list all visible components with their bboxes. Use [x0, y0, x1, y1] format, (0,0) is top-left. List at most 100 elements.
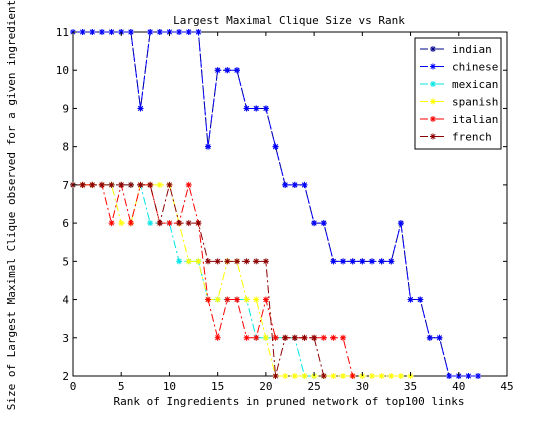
data-point-chinese	[311, 220, 318, 227]
data-point-chinese	[320, 220, 327, 227]
data-point-italian	[349, 373, 356, 379]
data-point-spanish	[301, 373, 308, 379]
data-point-chinese	[205, 143, 212, 150]
legend-box	[414, 37, 502, 150]
data-point-french	[253, 258, 260, 265]
data-point-chinese	[340, 258, 347, 265]
data-point-french	[127, 181, 134, 188]
legend-marker	[430, 116, 436, 122]
data-point-french	[137, 181, 144, 188]
data-point-chinese	[388, 258, 395, 265]
data-point-chinese	[465, 373, 472, 379]
legend-item-spanish: spanish	[420, 96, 498, 109]
data-point-italian	[262, 296, 269, 303]
data-point-french	[156, 220, 163, 227]
x-tick-label: 45	[500, 380, 513, 393]
y-tick-label: 11	[56, 26, 69, 39]
y-tick-label: 2	[62, 370, 69, 383]
legend-label: spanish	[452, 96, 498, 109]
y-tick-label: 10	[56, 64, 69, 77]
legend-label: italian	[452, 113, 498, 126]
data-point-chinese	[426, 334, 433, 341]
data-point-spanish	[378, 373, 385, 379]
data-point-chinese	[436, 334, 443, 341]
data-point-chinese	[243, 105, 250, 112]
data-point-chinese	[214, 67, 221, 74]
legend-label: indian	[452, 43, 492, 56]
legend-items: indian chinese mexican spanish italian french	[420, 43, 498, 144]
data-point-chinese	[98, 29, 105, 35]
x-tick-label: 35	[404, 380, 417, 393]
data-point-french	[147, 181, 154, 188]
y-tick-label: 9	[62, 102, 69, 115]
legend-item-french: french	[420, 131, 492, 144]
data-point-spanish	[330, 373, 337, 379]
x-tick-label: 15	[211, 380, 224, 393]
x-tick-label: 5	[118, 380, 125, 393]
data-point-chinese	[291, 181, 298, 188]
data-point-italian	[108, 220, 115, 227]
data-point-italian	[320, 334, 327, 341]
x-tick-label: 20	[259, 380, 272, 393]
data-point-italian	[233, 296, 240, 303]
data-point-french	[243, 258, 250, 265]
data-point-italian	[205, 296, 212, 303]
data-point-spanish	[388, 373, 395, 379]
series-chinese	[70, 29, 482, 379]
data-point-french	[195, 220, 202, 227]
legend-marker	[430, 133, 436, 140]
legend-label: chinese	[452, 61, 498, 74]
legend-marker	[430, 63, 436, 70]
data-point-spanish	[214, 296, 221, 303]
y-tick-label: 4	[62, 294, 69, 307]
data-point-chinese	[330, 258, 337, 265]
data-point-chinese	[147, 29, 154, 35]
data-point-french	[320, 373, 327, 379]
y-tick-label: 8	[62, 141, 69, 154]
data-point-french	[79, 181, 86, 188]
data-point-chinese	[475, 373, 482, 379]
legend-item-mexican: mexican	[420, 78, 498, 91]
data-point-mexican	[176, 258, 183, 265]
data-point-french	[108, 181, 115, 188]
data-point-italian	[243, 334, 250, 341]
data-point-spanish	[185, 258, 192, 265]
data-point-french	[272, 373, 279, 379]
data-point-chinese	[185, 29, 192, 35]
data-point-spanish	[195, 258, 202, 265]
data-point-spanish	[282, 373, 289, 379]
x-tick-label: 10	[163, 380, 176, 393]
data-point-chinese	[89, 29, 96, 35]
x-tick-label: 40	[452, 380, 465, 393]
data-point-italian	[185, 181, 192, 188]
legend-marker	[430, 46, 436, 52]
x-tick-label: 0	[70, 380, 77, 393]
data-point-chinese	[272, 143, 279, 150]
data-point-french	[118, 181, 125, 188]
x-axis-label: Rank of Ingredients in pruned network of…	[114, 395, 465, 408]
data-point-italian	[224, 296, 231, 303]
data-point-spanish	[368, 373, 375, 379]
data-point-chinese	[262, 105, 269, 112]
data-point-chinese	[156, 29, 163, 35]
data-point-chinese	[359, 258, 366, 265]
data-point-spanish	[291, 373, 298, 379]
data-point-chinese	[407, 296, 414, 303]
chart-title: Largest Maximal Clique Size vs Rank	[173, 14, 405, 27]
y-tick-label: 3	[62, 332, 69, 345]
data-point-italian	[340, 334, 347, 341]
data-point-italian	[330, 334, 337, 341]
data-point-french	[214, 258, 221, 265]
data-point-spanish	[340, 373, 347, 379]
data-point-spanish	[118, 220, 125, 227]
legend-marker	[430, 98, 436, 105]
data-point-italian	[214, 334, 221, 341]
data-point-french	[224, 258, 231, 265]
data-point-chinese	[137, 105, 144, 112]
data-point-chinese	[446, 373, 453, 379]
data-point-spanish	[253, 296, 260, 303]
data-point-french	[262, 258, 269, 265]
